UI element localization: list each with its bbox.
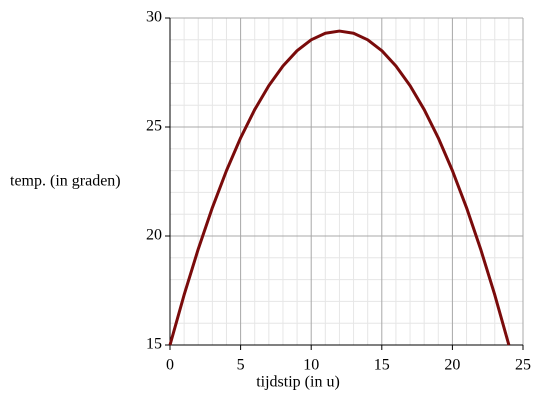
y-axis-label: temp. (in graden) (10, 173, 121, 190)
y-tick-label: 25 (146, 118, 162, 135)
x-tick-label: 10 (303, 357, 319, 374)
x-tick-label: 0 (166, 357, 174, 374)
x-tick-label: 20 (444, 357, 460, 374)
x-tick-label: 5 (237, 357, 245, 374)
y-tick-label: 30 (146, 9, 162, 26)
x-tick-label: 15 (374, 357, 390, 374)
x-tick-label: 25 (515, 357, 531, 374)
y-tick-label: 15 (146, 336, 162, 353)
x-axis-label: tijdstip (in u) (256, 374, 340, 391)
y-tick-label: 20 (146, 227, 162, 244)
line (168, 29, 511, 346)
